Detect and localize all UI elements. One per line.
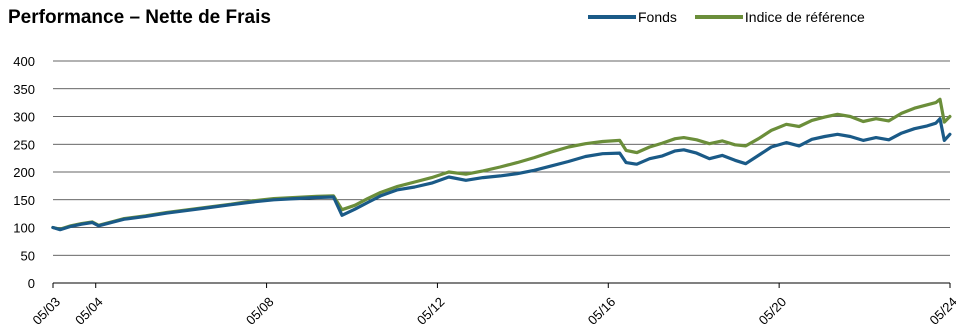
legend-swatch-fonds <box>588 15 636 19</box>
y-tick-label: 0 <box>28 276 35 291</box>
legend-label-indice: Indice de référence <box>744 9 865 25</box>
y-tick-label: 200 <box>13 165 35 180</box>
y-tick-label: 150 <box>13 193 35 208</box>
x-tick-label: 05/03 <box>29 294 63 328</box>
y-tick-label: 400 <box>13 54 35 69</box>
chart-legend: Fonds Indice de référence <box>588 9 865 25</box>
y-tick-label: 50 <box>21 248 35 263</box>
series-group <box>51 97 952 232</box>
x-tick-label: 05/20 <box>756 294 790 328</box>
legend-item-indice: Indice de référence <box>694 9 865 25</box>
x-tick-label: 05/08 <box>243 294 277 328</box>
y-tick-label: 300 <box>13 110 35 125</box>
legend-swatch-indice <box>694 15 743 19</box>
y-tick-label: 350 <box>13 82 35 97</box>
legend-item-fonds: Fonds <box>588 9 677 25</box>
x-tick-label: 05/12 <box>414 294 448 328</box>
x-axis: 05/03 05/04 05/08 05/12 05/16 05/20 05/24 <box>29 283 956 328</box>
y-axis: 0 50 100 150 200 250 300 350 400 <box>13 54 35 291</box>
chart-title: Performance – Nette de Frais <box>8 7 271 28</box>
gridlines <box>53 60 950 284</box>
x-tick-label: 05/24 <box>926 294 956 328</box>
x-tick-label: 05/16 <box>585 294 619 328</box>
x-tick-label: 05/04 <box>72 294 106 328</box>
legend-label-fonds: Fonds <box>638 9 677 25</box>
y-tick-label: 250 <box>13 137 35 152</box>
y-tick-label: 100 <box>13 221 35 236</box>
series-line-fonds <box>51 117 952 232</box>
